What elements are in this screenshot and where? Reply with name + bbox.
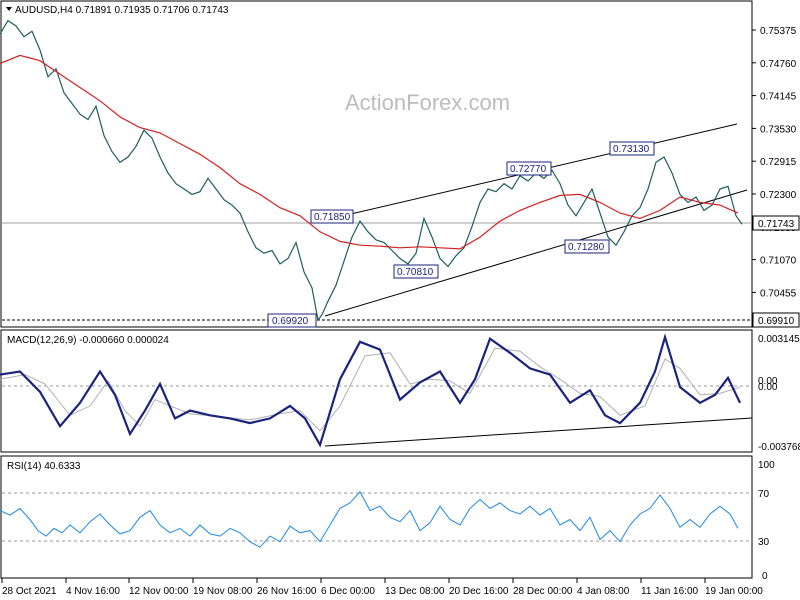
price-ytick-label-7: 0.71070 bbox=[760, 256, 797, 267]
current-price-tag-text: 0.71743 bbox=[758, 219, 795, 230]
macd-trendline bbox=[324, 417, 753, 447]
rsi-ytick-0: 0 bbox=[762, 571, 768, 582]
annotation-1: 0.71850 bbox=[310, 209, 354, 224]
macd-signal-line bbox=[0, 347, 741, 432]
xtick-label-4: 26 Nov 16:00 bbox=[257, 586, 317, 597]
macd-ytick-3: -0.003768 bbox=[758, 442, 800, 453]
xtick-label-9: 4 Jan 08:00 bbox=[577, 586, 630, 597]
price-y-axis: 0.75375 0.74760 0.74145 0.73530 0.72915 0.723… bbox=[752, 26, 797, 299]
x-axis: 28 Oct 2021 4 Nov 16:00 12 Nov 00:00 19 Nov… bbox=[1, 578, 763, 597]
xtick-label-10: 11 Jan 16:00 bbox=[641, 586, 699, 597]
price-ytick-label-4: 0.72915 bbox=[760, 157, 797, 168]
macd-ytick-2: 0.00 bbox=[758, 382, 778, 393]
annotation-3: 0.72770 bbox=[506, 161, 552, 176]
price-ytick-label-8: 0.70455 bbox=[760, 288, 797, 299]
moving-average-line bbox=[0, 54, 739, 250]
xtick-label-7: 20 Dec 16:00 bbox=[449, 586, 509, 597]
price-ytick-label-2: 0.74145 bbox=[760, 92, 797, 103]
rsi-ytick-70: 70 bbox=[758, 489, 770, 500]
macd-line bbox=[0, 333, 741, 448]
annotation-0: 0.69920 bbox=[267, 313, 317, 328]
price-series bbox=[0, 19, 743, 322]
annotation-5-text: 0.73130 bbox=[613, 144, 650, 155]
annotation-2: 0.70810 bbox=[393, 264, 439, 279]
xtick-label-11: 19 Jan 00:00 bbox=[705, 586, 763, 597]
macd-ytick-0: 0.003145 bbox=[758, 334, 800, 345]
rsi-line bbox=[0, 490, 739, 548]
annotation-5: 0.73130 bbox=[609, 141, 655, 156]
annotation-0-text: 0.69920 bbox=[272, 316, 309, 327]
rsi-ytick-100: 100 bbox=[758, 460, 775, 471]
price-header: AUDUSD,H4 0.71891 0.71935 0.71706 0.7174… bbox=[15, 5, 229, 16]
xtick-label-0: 28 Oct 2021 bbox=[2, 586, 57, 597]
xtick-label-6: 13 Dec 08:00 bbox=[385, 586, 445, 597]
macd-panel-frame bbox=[0, 329, 753, 453]
price-ytick-label-0: 0.75375 bbox=[760, 26, 797, 37]
support-level-tag-text: 0.69910 bbox=[758, 316, 795, 327]
annotation-4: 0.71280 bbox=[564, 239, 610, 254]
xtick-label-1: 4 Nov 16:00 bbox=[66, 586, 120, 597]
annotation-4-text: 0.71280 bbox=[568, 242, 605, 253]
annotation-3-text: 0.72770 bbox=[510, 164, 547, 175]
xtick-label-3: 19 Nov 08:00 bbox=[193, 586, 253, 597]
price-ytick-label-1: 0.74760 bbox=[760, 59, 797, 70]
support-level-tag bbox=[752, 312, 800, 328]
price-ytick-label-3: 0.73530 bbox=[760, 124, 797, 135]
macd-ytick-1: 0.00 bbox=[758, 376, 778, 387]
price-panel-frame bbox=[0, 0, 753, 328]
rsi-ytick-30: 30 bbox=[758, 537, 770, 548]
rsi-panel-frame bbox=[0, 455, 753, 579]
rsi-header: RSI(14) 40.6333 bbox=[7, 461, 81, 472]
symbol-dropdown-icon[interactable] bbox=[6, 7, 12, 11]
macd-header: MACD(12,26,9) -0.000660 0.000024 bbox=[7, 335, 169, 346]
current-price-tag bbox=[752, 215, 800, 231]
xtick-label-8: 28 Dec 00:00 bbox=[513, 586, 573, 597]
xtick-label-5: 6 Dec 00:00 bbox=[321, 586, 375, 597]
watermark: ActionForex.com bbox=[345, 90, 510, 115]
channel-lower-line bbox=[324, 189, 748, 317]
annotation-1-text: 0.71850 bbox=[314, 212, 351, 223]
price-ytick-label-5: 0.72300 bbox=[760, 190, 797, 201]
annotation-2-text: 0.70810 bbox=[397, 267, 434, 278]
xtick-label-2: 12 Nov 00:00 bbox=[129, 586, 189, 597]
